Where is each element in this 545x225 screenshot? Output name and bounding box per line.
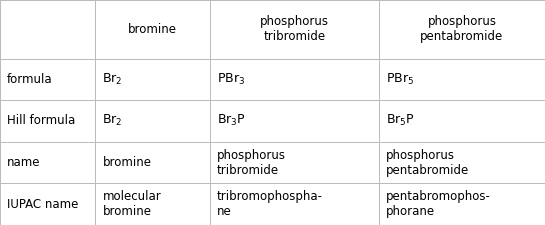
Text: IUPAC name: IUPAC name — [7, 198, 78, 211]
Bar — [379, 142, 545, 183]
Bar — [95, 183, 210, 225]
Text: pentabromophos-
phorane: pentabromophos- phorane — [386, 190, 490, 218]
Bar — [210, 100, 379, 142]
Text: Hill formula: Hill formula — [7, 115, 75, 127]
Text: name: name — [7, 156, 40, 169]
Text: formula: formula — [7, 73, 53, 86]
Text: $\mathrm{Br}_5\mathrm{P}$: $\mathrm{Br}_5\mathrm{P}$ — [386, 113, 415, 128]
Bar — [95, 142, 210, 183]
Bar — [210, 183, 379, 225]
Text: bromine: bromine — [102, 156, 152, 169]
Text: $\mathrm{Br}_2$: $\mathrm{Br}_2$ — [102, 113, 123, 128]
Bar — [210, 0, 379, 58]
Bar — [379, 142, 545, 183]
Bar — [0, 58, 95, 100]
Bar — [95, 58, 210, 100]
Text: phosphorus
tribromide: phosphorus tribromide — [260, 15, 329, 43]
Text: $\mathrm{PBr}_5$: $\mathrm{PBr}_5$ — [386, 72, 414, 87]
Bar — [0, 142, 95, 183]
Bar — [210, 0, 379, 58]
Text: molecular
bromine: molecular bromine — [102, 190, 161, 218]
Bar — [95, 0, 210, 58]
Bar — [379, 183, 545, 225]
Bar — [0, 100, 95, 142]
Text: phosphorus
pentabromide: phosphorus pentabromide — [420, 15, 504, 43]
Bar — [210, 58, 379, 100]
Bar — [95, 142, 210, 183]
Text: $\mathrm{Br}_3\mathrm{P}$: $\mathrm{Br}_3\mathrm{P}$ — [217, 113, 246, 128]
Bar — [0, 0, 95, 58]
Text: bromine: bromine — [128, 23, 177, 36]
Bar — [379, 0, 545, 58]
Bar — [0, 58, 95, 100]
Bar — [379, 100, 545, 142]
Text: phosphorus
tribromide: phosphorus tribromide — [217, 148, 286, 177]
Text: tribromophospha-
ne: tribromophospha- ne — [217, 190, 323, 218]
Bar — [95, 100, 210, 142]
Bar — [379, 58, 545, 100]
Bar — [210, 100, 379, 142]
Bar — [379, 58, 545, 100]
Bar — [95, 58, 210, 100]
Bar — [210, 58, 379, 100]
Bar — [95, 0, 210, 58]
Text: $\mathrm{PBr}_3$: $\mathrm{PBr}_3$ — [217, 72, 245, 87]
Bar — [379, 0, 545, 58]
Bar — [379, 100, 545, 142]
Bar — [0, 142, 95, 183]
Bar — [210, 142, 379, 183]
Bar — [95, 100, 210, 142]
Bar — [210, 142, 379, 183]
Bar — [0, 183, 95, 225]
Text: phosphorus
pentabromide: phosphorus pentabromide — [386, 148, 469, 177]
Bar — [0, 100, 95, 142]
Text: $\mathrm{Br}_2$: $\mathrm{Br}_2$ — [102, 72, 123, 87]
Bar — [0, 0, 95, 58]
